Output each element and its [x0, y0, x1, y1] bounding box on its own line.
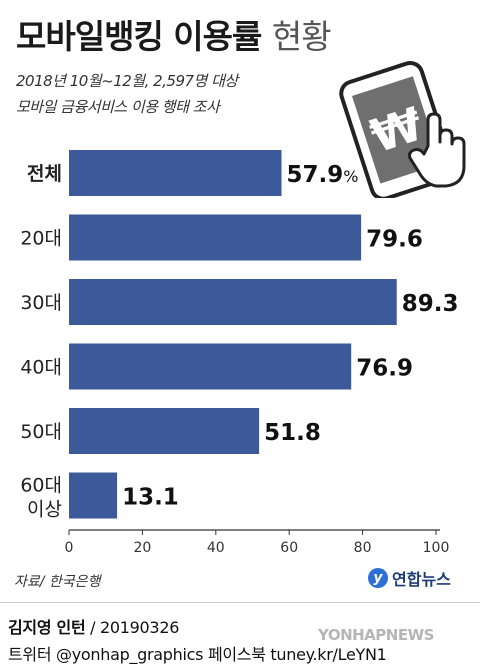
value-label-1: 79.6	[366, 227, 423, 253]
subtitle-line-2: 모바일 금융서비스 이용 행태 조사	[16, 98, 220, 116]
x-tick-label-4: 80	[354, 540, 372, 556]
bar-4	[69, 408, 260, 454]
title: 모바일뱅킹 이용률 현황	[16, 10, 332, 58]
yonhap-logo-text: 연합뉴스	[392, 570, 451, 589]
credit-date: / 20190326	[85, 618, 180, 637]
x-tick-label-3: 60	[280, 540, 298, 556]
value-label-0: 57.9%	[286, 162, 358, 188]
hand-cursor-icon	[408, 112, 466, 188]
title-main: 모바일뱅킹 이용률	[16, 17, 262, 56]
category-label-0: 전체	[27, 163, 62, 185]
category-label-2: 30대	[20, 292, 62, 314]
value-label-4: 51.8	[264, 420, 321, 446]
value-label-5: 13.1	[122, 485, 179, 511]
category-label-1: 20대	[20, 228, 62, 250]
bar-chart: 전체 57.9% 20대 79.6 30대 89.3 40대 76.9 50대 51.8 60대 이상…	[20, 150, 459, 556]
watermark: YONHAPNEWS	[318, 626, 434, 644]
category-label-5: 60대 이상	[20, 475, 62, 521]
bar-2	[69, 279, 397, 325]
value-label-3: 76.9	[356, 356, 413, 382]
x-tick-label-5: 100	[423, 540, 450, 556]
category-label-3: 40대	[20, 357, 62, 379]
x-tick-label-1: 20	[133, 540, 151, 556]
bar-3	[69, 343, 352, 390]
source-note: 자료/ 한국은행	[14, 574, 101, 590]
x-tick-label-0: 0	[65, 540, 74, 556]
category-label-4: 50대	[20, 421, 62, 443]
title-suffix: 현황	[271, 17, 332, 56]
bar-0	[69, 150, 282, 196]
value-label-2: 89.3	[402, 291, 459, 317]
x-tick-label-2: 40	[207, 540, 225, 556]
yonhap-logo: y 연합뉴스	[368, 566, 451, 590]
divider	[0, 602, 480, 603]
smartphone-icon: ₩	[339, 60, 466, 198]
bar-1	[69, 214, 362, 261]
credit-line-2: 트위터 @yonhap_graphics 페이스북 tuney.kr/LeYN1	[8, 645, 387, 664]
credit-line-1: 김지영 인턴 / 20190326	[8, 614, 179, 638]
yonhap-logo-icon: y	[368, 568, 388, 588]
bar-5	[69, 472, 118, 519]
credit-name: 김지영 인턴	[8, 618, 86, 637]
subtitle-line-1: 2018년 10월~12월, 2,597명 대상	[16, 72, 238, 90]
